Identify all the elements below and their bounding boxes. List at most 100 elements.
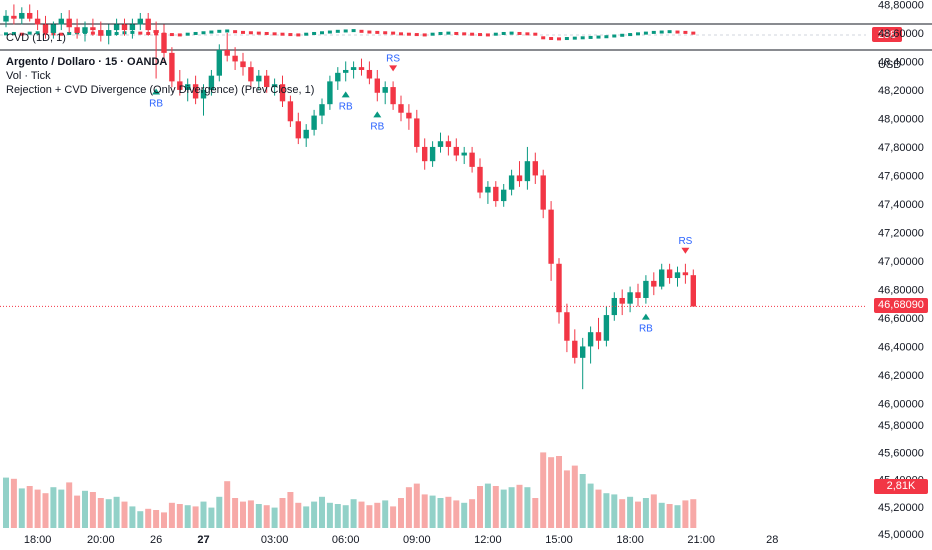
price-axis[interactable]: USD 46,00000 46,20000 46,40000 46,60000 46,8…: [878, 0, 924, 541]
cvd-bar: [454, 31, 459, 35]
cvd-bar: [430, 32, 435, 36]
candle: [659, 263, 665, 290]
cvd-bar: [533, 32, 538, 36]
candle: [398, 95, 404, 122]
candle: [232, 47, 238, 70]
candle: [548, 201, 554, 281]
rb-signal-arrow: [152, 88, 161, 95]
volume-bar: [319, 496, 325, 528]
volume-bar: [405, 487, 412, 528]
candle: [34, 10, 41, 31]
candle: [501, 183, 507, 207]
candle-body: [74, 27, 80, 33]
candle: [445, 135, 452, 156]
time-axis[interactable]: 18:00 20:00 26 27 03:00 06:00 09:00 12:00 15:00 1…: [24, 534, 779, 546]
last-price-tag: 46,68090: [874, 298, 928, 313]
candle: [532, 152, 538, 184]
price-axis-tick: 46,20000: [878, 370, 924, 382]
candle-body: [11, 15, 17, 19]
legend-indicator[interactable]: Rejection + CVD Divergence (Only Diverge…: [6, 84, 315, 96]
candle-body: [651, 280, 657, 287]
candle: [651, 272, 657, 296]
price-axis-tick: 47,80000: [878, 142, 924, 154]
candle-body: [477, 166, 483, 193]
legend-symbol[interactable]: Argento / Dollaro · 15 · OANDA: [6, 56, 167, 68]
candle-body: [603, 315, 610, 341]
cvd-bar: [675, 30, 680, 34]
candle: [137, 12, 143, 31]
volume-bar: [516, 484, 523, 528]
cvd-bar: [691, 31, 696, 35]
cvd-bar: [604, 35, 609, 39]
candle: [493, 181, 499, 207]
candle-body: [256, 75, 262, 82]
cvd-bar: [233, 30, 238, 34]
candle-body: [461, 152, 467, 156]
candle: [66, 10, 72, 33]
volume-bar: [674, 505, 681, 528]
candle: [208, 69, 215, 96]
volume-bar: [469, 499, 476, 528]
cvd-bar: [564, 37, 569, 41]
cvd-bar: [422, 33, 427, 37]
volume-bar: [532, 498, 539, 528]
cvd-bar: [485, 33, 490, 37]
volume-bar: [89, 492, 96, 528]
candle-body: [493, 186, 499, 202]
candle-body: [42, 24, 49, 33]
candle-body: [643, 280, 649, 298]
cvd-bar: [169, 33, 174, 37]
candle-body: [659, 269, 665, 287]
time-axis-tick: 09:00: [403, 534, 431, 546]
rs-signal-label: RS: [678, 236, 692, 247]
candle-body: [169, 52, 175, 82]
candle-body: [327, 81, 333, 105]
legend-volume[interactable]: Vol · Tick: [6, 70, 51, 82]
candle-body: [129, 24, 136, 31]
candle-body: [177, 81, 183, 90]
candle-body: [145, 18, 151, 31]
candle-body: [208, 75, 215, 90]
rb-signal-label: RB: [370, 121, 384, 132]
volume-bar: [587, 483, 594, 528]
candle: [11, 4, 17, 25]
candle-body: [595, 332, 602, 341]
candle: [161, 24, 167, 62]
candle: [256, 69, 262, 90]
cvd-bar: [509, 31, 514, 35]
candle-body: [485, 186, 491, 193]
cvd-bar: [304, 32, 309, 36]
volume-bar: [540, 452, 547, 528]
cvd-bar: [327, 30, 332, 34]
cvd-pane-title: CVD (1D, 1): [6, 32, 66, 44]
cvd-bar: [280, 32, 285, 36]
volume-bar: [145, 508, 152, 528]
candle-body: [682, 272, 689, 276]
time-axis-tick: 03:00: [261, 534, 289, 546]
cvd-bar: [248, 31, 253, 35]
cvd-bar: [351, 29, 356, 33]
candle-body: [98, 30, 104, 36]
candle-body: [374, 78, 380, 93]
volume-bar: [18, 488, 25, 528]
candle-body: [58, 18, 64, 25]
candle-body: [264, 75, 270, 88]
candle-body: [248, 67, 254, 82]
candle-body: [666, 269, 673, 279]
volume-bar: [247, 500, 254, 528]
volume-bar: [200, 501, 207, 528]
cvd-bar: [501, 31, 506, 35]
cvd-bar: [225, 29, 230, 33]
candle: [248, 61, 254, 88]
rb-signal-label: RB: [639, 324, 653, 335]
candle-body: [390, 87, 396, 105]
cvd-bar: [572, 36, 577, 40]
volume-bar: [619, 499, 626, 528]
candle-body: [82, 27, 88, 33]
candle: [461, 146, 467, 165]
candle-body: [137, 18, 143, 25]
candle: [327, 75, 333, 110]
candle-body: [635, 292, 641, 298]
candle: [453, 138, 459, 162]
